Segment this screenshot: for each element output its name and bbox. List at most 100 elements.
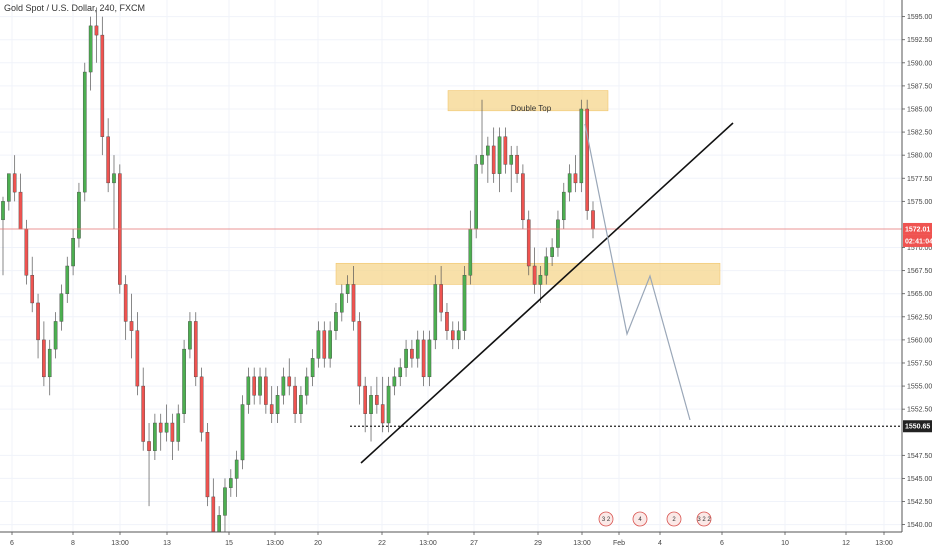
candle[interactable] xyxy=(94,25,99,36)
candle[interactable] xyxy=(509,154,514,165)
price-axis[interactable] xyxy=(902,0,932,550)
candle[interactable] xyxy=(287,376,292,387)
candle[interactable] xyxy=(304,376,309,396)
candle[interactable] xyxy=(573,173,578,184)
candle[interactable] xyxy=(468,228,473,276)
candle[interactable] xyxy=(474,164,478,230)
candle[interactable] xyxy=(567,173,572,193)
candle[interactable] xyxy=(18,191,23,230)
candle[interactable] xyxy=(445,311,449,331)
candle[interactable] xyxy=(240,404,245,461)
candle[interactable] xyxy=(480,154,484,165)
candle[interactable] xyxy=(591,210,595,230)
candle[interactable] xyxy=(176,413,181,442)
candle[interactable] xyxy=(316,330,321,359)
candle[interactable] xyxy=(223,487,227,516)
candle[interactable] xyxy=(561,191,566,221)
candle[interactable] xyxy=(392,376,397,387)
candle[interactable] xyxy=(147,441,151,451)
support-resistance-zone[interactable] xyxy=(335,262,721,285)
candle[interactable] xyxy=(269,404,274,414)
candle[interactable] xyxy=(421,339,426,378)
candle[interactable] xyxy=(550,247,554,257)
projected-path[interactable] xyxy=(584,123,691,421)
candle[interactable] xyxy=(112,173,116,184)
candle[interactable] xyxy=(357,321,362,387)
candle[interactable] xyxy=(556,219,560,248)
candle[interactable] xyxy=(7,173,11,202)
double-top-zone[interactable] xyxy=(447,90,609,112)
candle[interactable] xyxy=(380,404,385,424)
candle[interactable] xyxy=(164,422,169,433)
candle[interactable] xyxy=(462,275,467,331)
candle[interactable] xyxy=(299,395,303,414)
candle[interactable] xyxy=(538,275,543,285)
candle[interactable] xyxy=(205,432,210,498)
candle[interactable] xyxy=(375,395,379,405)
candle[interactable] xyxy=(88,25,93,73)
candle[interactable] xyxy=(310,358,315,378)
candle[interactable] xyxy=(521,173,525,221)
economic-event-icon[interactable] xyxy=(598,511,614,527)
candle[interactable] xyxy=(30,275,35,304)
candle[interactable] xyxy=(526,219,531,267)
candle[interactable] xyxy=(199,376,204,433)
candle[interactable] xyxy=(252,376,256,396)
candle[interactable] xyxy=(415,339,420,359)
candle[interactable] xyxy=(334,311,338,331)
candle[interactable] xyxy=(182,348,186,414)
candle[interactable] xyxy=(275,395,280,414)
economic-event-icon[interactable] xyxy=(666,511,682,527)
candle[interactable] xyxy=(486,145,490,156)
candle[interactable] xyxy=(264,376,268,405)
candle[interactable] xyxy=(100,34,105,137)
candle[interactable] xyxy=(439,284,443,313)
candle[interactable] xyxy=(491,145,496,174)
candle[interactable] xyxy=(427,339,432,378)
candle[interactable] xyxy=(293,385,297,414)
candle[interactable] xyxy=(351,284,356,322)
candle[interactable] xyxy=(579,108,584,184)
candle[interactable] xyxy=(532,265,537,285)
candle[interactable] xyxy=(24,228,29,276)
candle[interactable] xyxy=(158,422,163,433)
candle[interactable] xyxy=(135,330,140,387)
candle[interactable] xyxy=(12,173,17,193)
candle[interactable] xyxy=(456,330,461,341)
candle[interactable] xyxy=(497,136,502,174)
candle[interactable] xyxy=(71,238,75,267)
candle[interactable] xyxy=(129,321,134,331)
time-axis[interactable] xyxy=(0,532,932,550)
candle[interactable] xyxy=(585,108,589,211)
candle[interactable] xyxy=(404,348,408,368)
candle[interactable] xyxy=(340,293,344,313)
candle[interactable] xyxy=(386,385,391,424)
economic-event-icon[interactable] xyxy=(696,511,712,527)
candle[interactable] xyxy=(450,330,455,341)
candle[interactable] xyxy=(503,136,508,165)
candle[interactable] xyxy=(170,422,175,442)
candle[interactable] xyxy=(82,71,87,193)
candle[interactable] xyxy=(345,284,350,294)
candle[interactable] xyxy=(106,136,110,184)
candle[interactable] xyxy=(141,385,146,442)
candle[interactable] xyxy=(515,154,519,174)
candle[interactable] xyxy=(433,284,438,341)
candle[interactable] xyxy=(281,376,286,396)
candle[interactable] xyxy=(47,348,52,378)
candle[interactable] xyxy=(153,422,157,451)
candle[interactable] xyxy=(1,201,5,221)
candle[interactable] xyxy=(363,385,367,414)
candle[interactable] xyxy=(229,478,233,488)
candle[interactable] xyxy=(65,265,70,294)
candle[interactable] xyxy=(59,293,64,322)
candle[interactable] xyxy=(398,367,403,378)
candle[interactable] xyxy=(36,302,40,341)
candle[interactable] xyxy=(123,284,128,322)
candle[interactable] xyxy=(53,321,58,350)
candle[interactable] xyxy=(246,376,251,405)
candle[interactable] xyxy=(234,459,239,479)
economic-event-icon[interactable] xyxy=(632,511,648,527)
candle[interactable] xyxy=(77,191,81,239)
candle[interactable] xyxy=(258,376,262,396)
